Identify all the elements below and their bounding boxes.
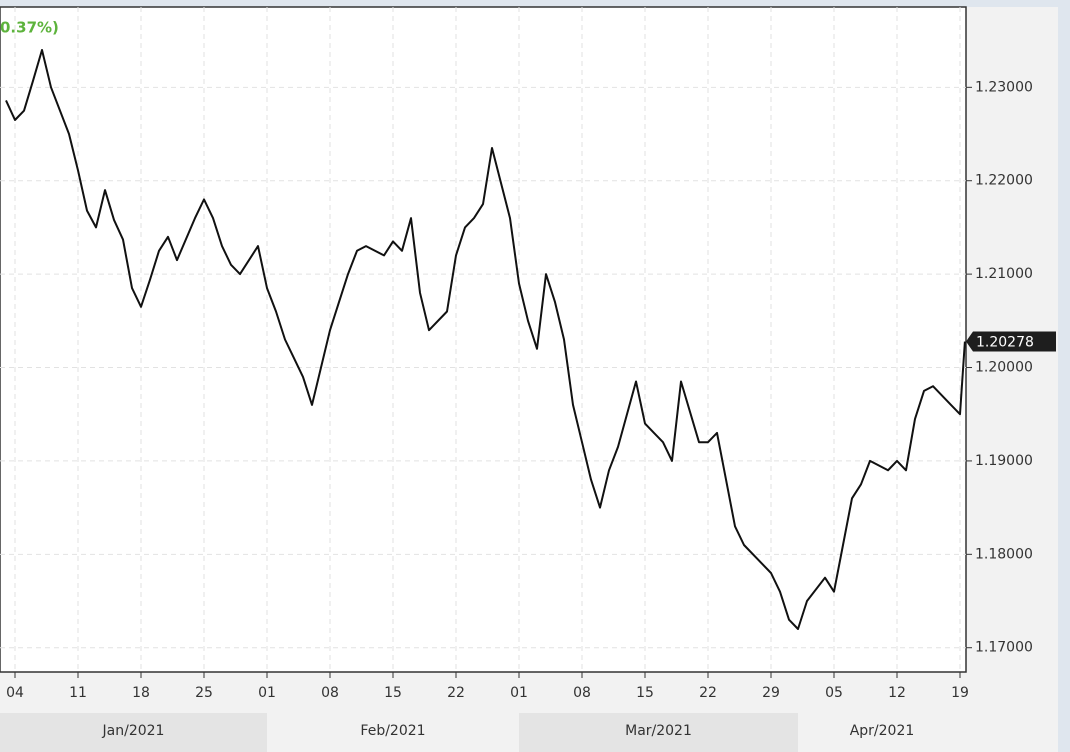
change-text: 0.37%)	[0, 19, 59, 37]
x-tick-label: 15	[384, 685, 402, 701]
price-tag-label: 1.20278	[976, 335, 1034, 351]
y-tick-label: 1.18000	[975, 546, 1033, 562]
month-label: Mar/2021	[625, 723, 692, 739]
y-tick-label: 1.20000	[975, 360, 1033, 376]
y-tick-label: 1.19000	[975, 453, 1033, 469]
x-tick-label: 22	[699, 685, 717, 701]
x-tick-label: 22	[447, 685, 465, 701]
plot	[5, 49, 966, 630]
y-tick-label: 1.21000	[975, 266, 1033, 282]
y-tick-label: 1.17000	[975, 640, 1033, 656]
x-tick-label: 08	[321, 685, 339, 701]
month-band	[0, 713, 267, 752]
month-label: Apr/2021	[850, 723, 915, 739]
plot-area	[0, 6, 967, 673]
x-tick-label: 18	[132, 685, 150, 701]
x-tick-label: 01	[510, 685, 528, 701]
x-tick-label: 25	[195, 685, 213, 701]
price-line	[5, 49, 966, 630]
x-tick-label: 29	[762, 685, 780, 701]
x-tick-label: 12	[888, 685, 906, 701]
month-band	[519, 713, 798, 752]
month-label: Feb/2021	[360, 723, 425, 739]
y-tick-label: 1.23000	[975, 79, 1033, 95]
x-tick-label: 08	[573, 685, 591, 701]
x-tick-label: 15	[636, 685, 654, 701]
x-tick-label: 19	[951, 685, 969, 701]
x-tick-label: 11	[69, 685, 87, 701]
x-tick-label: 05	[825, 685, 843, 701]
y-tick-label: 1.22000	[975, 173, 1033, 189]
price-tag	[966, 331, 1056, 352]
month-label: Jan/2021	[102, 723, 165, 739]
x-tick-label: 01	[258, 685, 276, 701]
x-tick-label: 04	[6, 685, 24, 701]
